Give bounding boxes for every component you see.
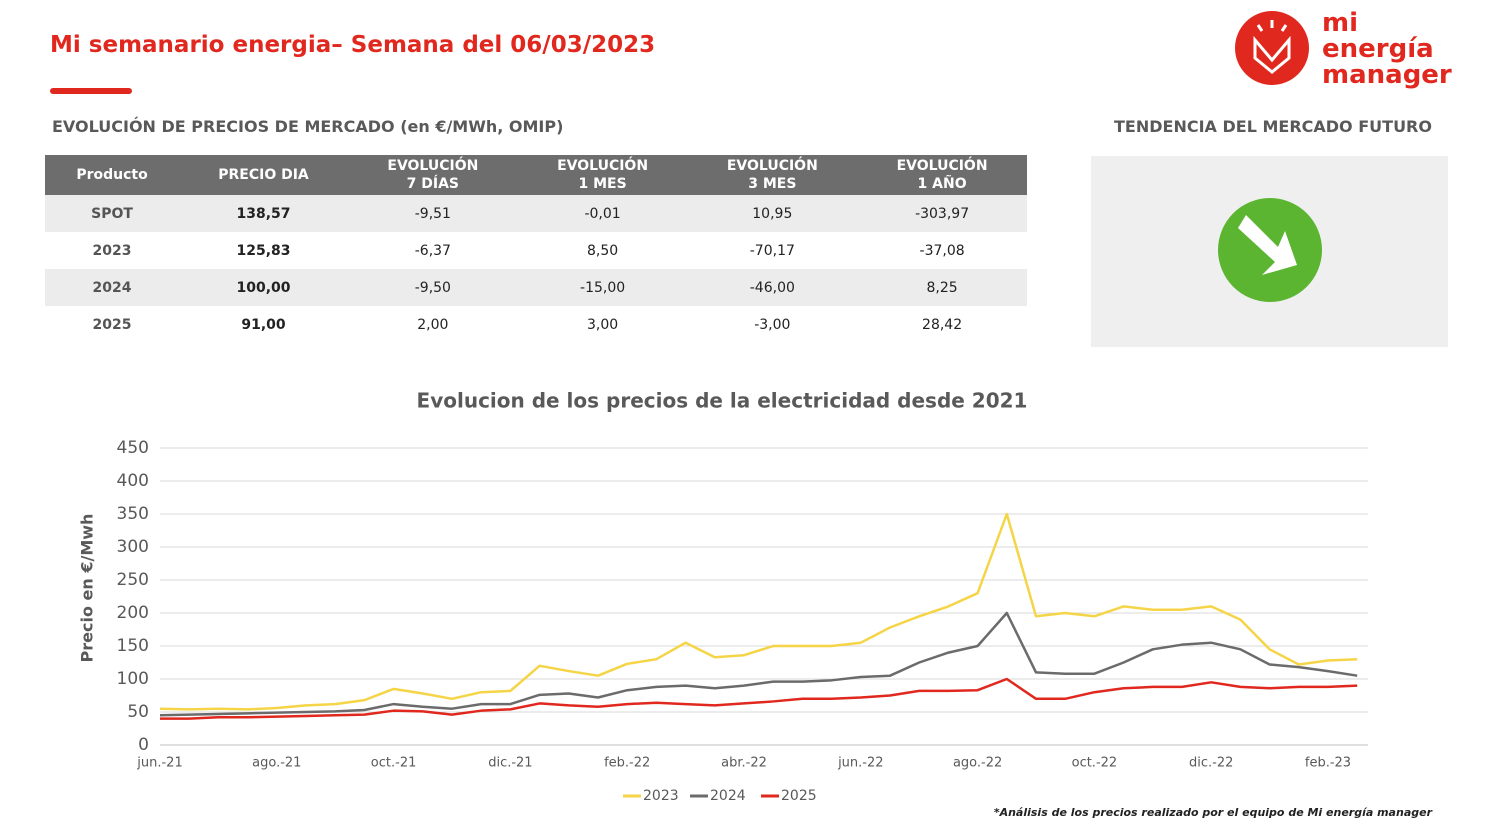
y-tick-label: 450 [117,438,149,458]
table-cell: 138,57 [179,195,348,232]
table-row: 2023 125,83 -6,37 8,50 -70,17 -37,08 [45,232,1027,269]
page-title: Mi semanario energia– Semana del 06/03/2… [50,32,656,58]
table-cell: 100,00 [179,269,348,306]
logo-line: energía [1322,34,1434,64]
column-header: PRECIO DIA [179,155,348,195]
x-tick-label: oct.-22 [1072,756,1118,771]
x-tick-label: dic.-22 [1189,756,1233,771]
table-cell: 28,42 [922,316,963,333]
logo-mark [1235,11,1309,85]
logo-line: mi [1322,8,1359,38]
table-cell: 125,83 [236,242,291,259]
table-cell: 10,95 [687,195,858,232]
table-row: SPOT 138,57 -9,51 -0,01 10,95 -303,97 [45,195,1027,232]
table-row: 2024 100,00 -9,50 -15,00 -46,00 8,25 [45,269,1027,306]
logo-rays [1256,20,1288,32]
logo-line: manager [1322,60,1452,90]
table-cell: -9,51 [347,195,518,232]
legend-label: 2024 [710,788,746,804]
y-axis-title: Precio en €/Mwh [78,514,97,663]
y-tick-label: 0 [138,735,149,755]
table-cell: 2,00 [417,316,449,333]
table-cell: -70,17 [749,242,795,259]
series-line [160,677,1358,720]
series-line [159,611,1358,717]
column-header: EVOLUCIÓN 1 MES [517,155,688,195]
x-tick-label: feb.-22 [604,756,650,771]
table-cell: -37,08 [919,242,965,259]
y-tick-label: 200 [117,603,149,623]
y-tick-label: 400 [117,471,149,491]
x-tick-label: oct.-21 [371,756,417,771]
table-cell: -46,00 [687,269,858,306]
x-tick-label: jun.-22 [837,756,883,771]
title-underline [50,88,132,94]
table-title: EVOLUCIÓN DE PRECIOS DE MERCADO (en €/MW… [52,117,564,136]
table-cell: 2023 [92,242,132,259]
table-cell: -3,00 [754,316,791,333]
table-cell: 8,50 [587,242,619,259]
table-cell: 91,00 [241,316,286,333]
legend-label: 2023 [643,788,679,804]
y-tick-label: 100 [117,669,149,689]
column-header: EVOLUCIÓN 3 MES [687,155,858,195]
table-cell: SPOT [45,195,180,232]
table-row: 2025 91,00 2,00 3,00 -3,00 28,42 [45,306,1027,343]
x-tick-label: abr.-22 [721,756,767,771]
table-cell: -6,37 [414,242,451,259]
trend-title: TENDENCIA DEL MERCADO FUTURO [1114,117,1432,136]
x-tick-label: dic.-21 [488,756,532,771]
x-tick-label: feb.-23 [1305,756,1351,771]
y-tick-label: 150 [117,636,149,656]
column-header: EVOLUCIÓN 7 DÍAS [347,155,518,195]
table-cell: 2025 [92,316,132,333]
column-header: EVOLUCIÓN 1 AÑO [857,155,1027,195]
legend-label: 2025 [781,788,817,804]
chart-title: Evolucion de los precios de la electrici… [417,389,1028,413]
table-cell: -0,01 [517,195,688,232]
table-cell: -303,97 [857,195,1027,232]
x-tick-label: ago.-22 [953,756,1002,771]
table-cell: 3,00 [587,316,619,333]
y-tick-label: 250 [117,570,149,590]
column-header: Producto [45,155,180,195]
series-line [159,512,1358,711]
table-cell: 2024 [45,269,180,306]
table-cell: 8,25 [857,269,1027,306]
y-tick-label: 350 [117,504,149,524]
x-tick-label: jun.-21 [136,756,182,771]
footnote: *Análisis de los precios realizado por e… [993,806,1432,819]
logo-text: mi energía manager [1322,10,1452,88]
trend-arrow [1238,215,1297,275]
table-cell: -9,50 [347,269,518,306]
logo-icon [1253,35,1291,74]
y-tick-label: 300 [117,537,149,557]
table-cell: -15,00 [517,269,688,306]
price-table: Producto PRECIO DIA EVOLUCIÓN 7 DÍAS EVOLUC… [45,155,1027,343]
x-tick-label: ago.-21 [252,756,301,771]
y-tick-label: 50 [127,702,149,722]
